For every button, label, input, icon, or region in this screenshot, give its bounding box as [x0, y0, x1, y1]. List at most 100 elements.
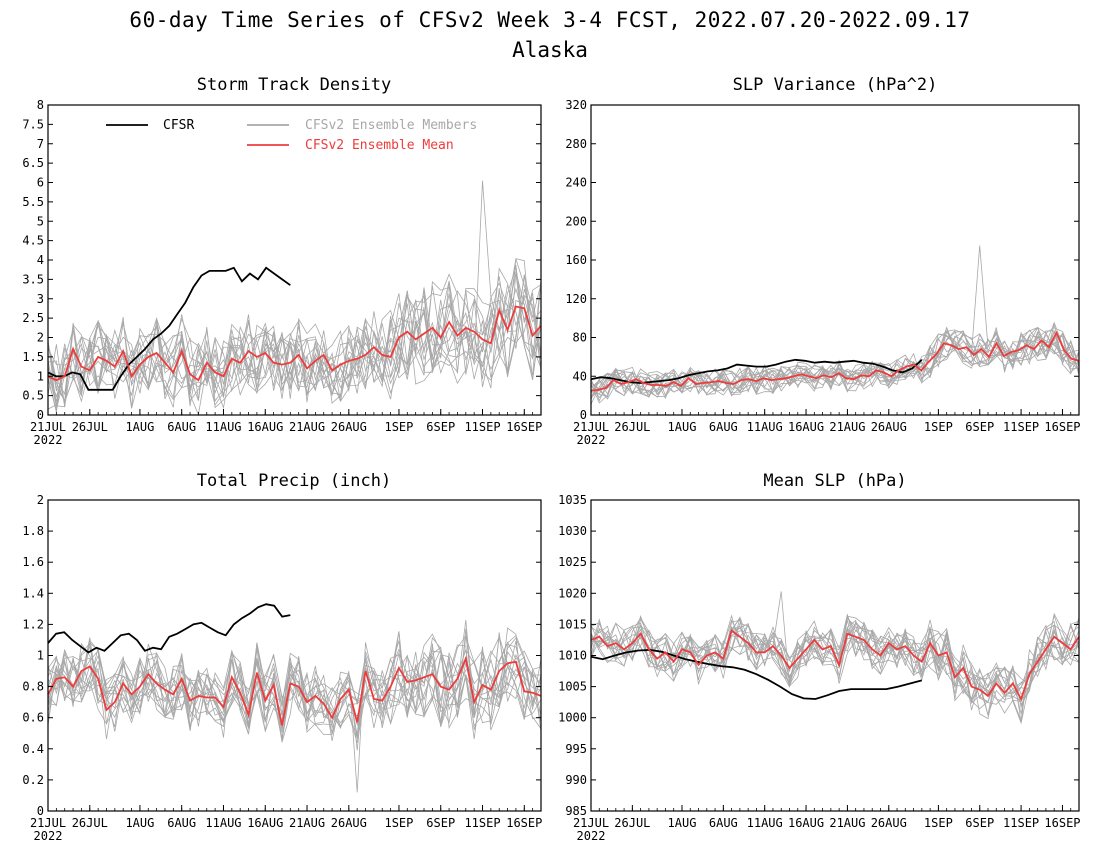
precip-ensemble-mean-line [47, 655, 542, 726]
precip-xtick-label: 26AUG [331, 816, 367, 830]
storm-panel: Storm Track Density 0 0.5 1 1.5 2 2.5 3 3.5 4 4.5 5… [22, 75, 542, 447]
slpvar-xtick-label: 6SEP [965, 420, 994, 434]
meanslp-xtick-label: 21AUG [829, 816, 865, 830]
precip-xtick-label: 1AUG [125, 816, 154, 830]
slpvar-panel: SLP Variance (hPa^2) 0 40 80 120 160 200 240 280… [565, 75, 1080, 447]
storm-ytick-label: 7.5 [22, 117, 44, 131]
meanslp-xtick-label: 6SEP [965, 816, 994, 830]
precip-xtick-label: 11SEP [464, 816, 500, 830]
precip-member-line [47, 639, 542, 739]
storm-ytick-label: 6.5 [22, 156, 44, 170]
precip-xtick-label: 16AUG [247, 816, 283, 830]
storm-xtick-label: 6SEP [426, 420, 455, 434]
precip-xtick-label: 21AUG [289, 816, 325, 830]
precip-ytick-label: 1.4 [22, 586, 44, 600]
meanslp-ytick-label: 1010 [558, 649, 587, 663]
storm-xtick-label: 26AUG [331, 420, 367, 434]
slpvar-xtick-label: 21JUL [573, 420, 609, 434]
slpvar-member-line [590, 330, 1080, 402]
slpvar-ytick-label: 280 [565, 137, 587, 151]
slpvar-title: SLP Variance (hPa^2) [733, 75, 938, 95]
storm-xtick-label: 11AUG [205, 420, 241, 434]
storm-ytick-label: 4.5 [22, 234, 44, 248]
slpvar-member-line [590, 327, 1080, 405]
slpvar-ytick-label: 240 [565, 176, 587, 190]
slpvar-member-line [590, 329, 1080, 396]
storm-ytick-label: 1.5 [22, 350, 44, 364]
slpvar-xtick-label: 26JUL [614, 420, 650, 434]
meanslp-cfsr-line [590, 648, 923, 700]
storm-ytick-label: 5 [37, 214, 44, 228]
meanslp-ytick-label: 1005 [558, 680, 587, 694]
storm-cfsr-line [47, 266, 291, 391]
storm-ytick-label: 3 [37, 292, 44, 306]
slpvar-xtick-label: 16SEP [1044, 420, 1080, 434]
slpvar-member-line [590, 327, 1080, 400]
meanslp-xtick-label: 1SEP [924, 816, 953, 830]
slpvar-xtick-label: 26AUG [871, 420, 907, 434]
precip-cfsr-line [47, 603, 291, 654]
precip-xtick-label: 6AUG [167, 816, 196, 830]
storm-ytick-label: 0.5 [22, 389, 44, 403]
meanslp-xtick-label: 1AUG [668, 816, 697, 830]
storm-ytick-label: 3.5 [22, 272, 44, 286]
slpvar-xtick-label: 11AUG [747, 420, 783, 434]
meanslp-ytick-label: 1025 [558, 555, 587, 569]
meanslp-xtick-label: 26AUG [871, 816, 907, 830]
page-subtitle: Alaska [512, 38, 588, 62]
precip-title: Total Precip (inch) [197, 471, 391, 491]
slpvar-xtick-label: 21AUG [829, 420, 865, 434]
precip-ytick-label: 0.4 [22, 742, 44, 756]
precip-member-line [47, 632, 542, 727]
legend-mean-label: CFSv2 Ensemble Mean [305, 138, 454, 153]
meanslp-ytick-label: 1015 [558, 617, 587, 631]
meanslp-xtick-label: 11AUG [747, 816, 783, 830]
meanslp-xtick-label: 16AUG [788, 816, 824, 830]
precip-member-line [47, 631, 542, 740]
meanslp-xtick-label: 6AUG [709, 816, 738, 830]
precip-member-line [47, 634, 542, 739]
precip-xtick-year: 2022 [34, 829, 63, 843]
storm-xtick-label: 11SEP [464, 420, 500, 434]
slpvar-xtick-label: 6AUG [709, 420, 738, 434]
storm-ytick-label: 8 [37, 98, 44, 112]
meanslp-ytick-label: 1020 [558, 586, 587, 600]
slpvar-ytick-label: 0 [580, 408, 587, 422]
slpvar-ytick-label: 120 [565, 292, 587, 306]
storm-member-line [47, 258, 542, 413]
slpvar-xtick-year: 2022 [577, 433, 606, 447]
meanslp-xtick-label: 21JUL [573, 816, 609, 830]
precip-xtick-label: 26JUL [72, 816, 108, 830]
precip-ytick-label: 1.8 [22, 524, 44, 538]
precip-member-line [47, 641, 542, 727]
storm-xtick-label: 1SEP [384, 420, 413, 434]
storm-ytick-label: 6 [37, 176, 44, 190]
storm-xtick-label: 1AUG [125, 420, 154, 434]
storm-xtick-year: 2022 [34, 433, 63, 447]
precip-ytick-label: 2 [37, 493, 44, 507]
slpvar-ytick-label: 200 [565, 214, 587, 228]
slpvar-xtick-label: 11SEP [1003, 420, 1039, 434]
storm-member-line [47, 287, 542, 403]
slpvar-xtick-label: 16AUG [788, 420, 824, 434]
storm-ytick-label: 2 [37, 331, 44, 345]
storm-ytick-label: 0 [37, 408, 44, 422]
storm-xtick-label: 26JUL [72, 420, 108, 434]
legend-cfsr-label: CFSR [163, 118, 194, 133]
storm-ytick-label: 1 [37, 369, 44, 383]
precip-ytick-label: 0.8 [22, 680, 44, 694]
precip-ytick-label: 0 [37, 804, 44, 818]
meanslp-ytick-label: 990 [565, 773, 587, 787]
meanslp-ytick-label: 1035 [558, 493, 587, 507]
storm-member-line [47, 267, 542, 403]
storm-xtick-label: 16AUG [247, 420, 283, 434]
meanslp-member-line [590, 624, 1080, 725]
storm-ytick-label: 7 [37, 137, 44, 151]
storm-member-line [47, 258, 542, 408]
storm-title: Storm Track Density [197, 75, 391, 95]
storm-ytick-label: 2.5 [22, 311, 44, 325]
meanslp-member-line [590, 618, 1080, 709]
meanslp-ytick-label: 995 [565, 742, 587, 756]
meanslp-xtick-label: 11SEP [1003, 816, 1039, 830]
precip-ytick-label: 1.2 [22, 617, 44, 631]
